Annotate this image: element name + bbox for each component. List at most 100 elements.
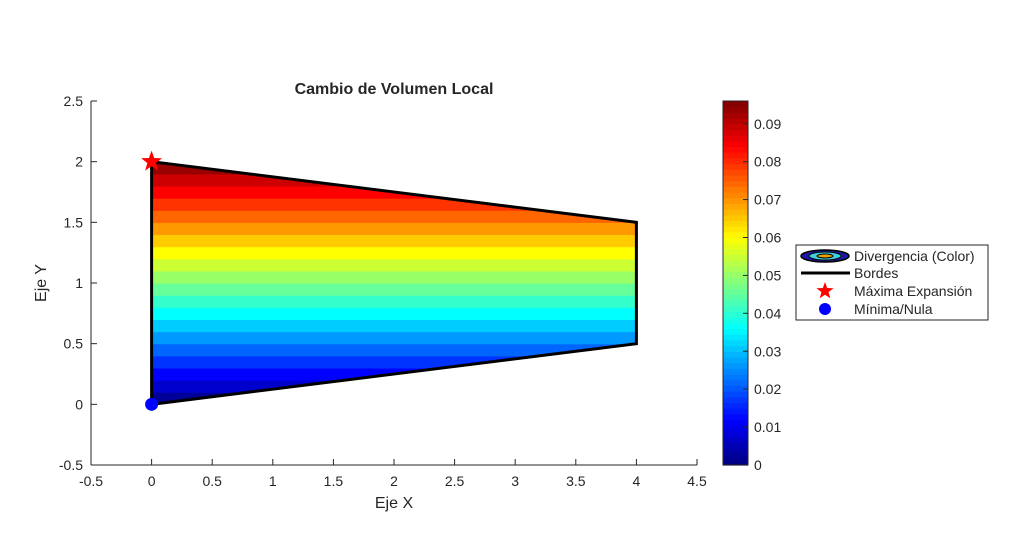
- colorbar-band: [723, 442, 748, 449]
- chart-title: Cambio de Volumen Local: [295, 81, 494, 98]
- colorbar-band: [723, 436, 748, 443]
- x-tick-label: 2.5: [445, 473, 465, 489]
- colorbar-band: [723, 180, 748, 187]
- contour-band: [151, 331, 637, 345]
- colorbar-band: [723, 311, 748, 318]
- x-tick-label: 3: [511, 473, 519, 489]
- colorbar-band: [723, 391, 748, 398]
- colorbar-band: [723, 152, 748, 159]
- colorbar-band: [723, 459, 748, 466]
- marker-layer: [141, 150, 163, 411]
- legend-entry-divergence: Divergencia (Color): [800, 248, 975, 264]
- x-tick-label: 0: [148, 473, 156, 489]
- colorbar-tick-label: 0.03: [754, 343, 781, 359]
- colorbar-band: [723, 169, 748, 176]
- colorbar-bands: [723, 101, 748, 466]
- x-tick-label: 2: [390, 473, 398, 489]
- colorbar-band: [723, 328, 748, 335]
- colorbar-tick-label: 0.07: [754, 192, 781, 208]
- colorbar-band: [723, 231, 748, 239]
- y-tick-label: 0: [75, 396, 83, 412]
- y-tick-label: 1: [75, 275, 83, 291]
- colorbar-tick-label: 0.04: [754, 305, 781, 321]
- legend-label-maxima: Máxima Expansión: [854, 283, 972, 299]
- colorbar-tick-label: 0.09: [754, 116, 781, 132]
- colorbar-band: [723, 237, 748, 244]
- colorbar-band: [723, 419, 748, 426]
- y-tick-label: 2: [75, 154, 83, 170]
- boundary-layer: [150, 159, 638, 406]
- y-tick-label: 2.5: [64, 93, 84, 109]
- contour-band: [151, 246, 637, 260]
- axes: -0.5 0 0.5 1 1.5 2 2.5 3 3.5 4 4.5 -0.5 0 0.5 1 1.5 2 2.…: [59, 93, 707, 489]
- colorbar-band: [723, 374, 748, 381]
- x-tick-label: 3.5: [566, 473, 586, 489]
- x-tick-label: 4: [633, 473, 641, 489]
- colorbar-band: [723, 214, 748, 222]
- colorbar-band: [723, 345, 748, 352]
- divergence-contour-fill: [151, 161, 637, 405]
- contour-band: [151, 234, 637, 248]
- legend-label-bordes: Bordes: [854, 265, 898, 281]
- colorbar-band: [723, 265, 748, 273]
- colorbar-band: [723, 300, 748, 307]
- colorbar-band: [723, 157, 748, 165]
- colorbar-band: [723, 260, 748, 267]
- x-axis-ticks: -0.5 0 0.5 1 1.5 2 2.5 3 3.5 4 4.5: [79, 459, 707, 489]
- colorbar-band: [723, 220, 748, 227]
- colorbar-band: [723, 402, 748, 409]
- contour-band: [151, 319, 637, 333]
- x-tick-label: 1: [269, 473, 277, 489]
- colorbar-band: [723, 203, 748, 210]
- x-axis-label: Eje X: [375, 495, 414, 512]
- colorbar-tick-label: 0.05: [754, 267, 781, 283]
- colorbar-band: [723, 408, 748, 415]
- contour-band: [151, 380, 637, 393]
- colorbar-band: [723, 283, 748, 290]
- legend-entry-bordes: Bordes: [801, 265, 898, 281]
- colorbar-band: [723, 362, 748, 369]
- colorbar-frame: [722, 100, 749, 466]
- colorbar-band: [723, 186, 748, 193]
- contour-band: [151, 258, 637, 272]
- contour-band: [151, 210, 637, 223]
- colorbar-band: [723, 106, 748, 113]
- colorbar-tick-label: 0.01: [754, 419, 781, 435]
- colorbar-tick-label: 0.08: [754, 154, 781, 170]
- contour-band: [151, 307, 637, 320]
- x-tick-label: 0.5: [202, 473, 222, 489]
- colorbar-band: [723, 356, 748, 364]
- y-tick-label: -0.5: [59, 457, 83, 473]
- legend: Divergencia (Color) Bordes Máxima Expans…: [795, 244, 989, 321]
- contour-band: [151, 295, 637, 308]
- colorbar-band: [723, 271, 748, 278]
- colorbar-band: [723, 197, 748, 204]
- colorbar-band: [723, 334, 748, 341]
- colorbar-band: [723, 254, 748, 261]
- x-tick-label: 4.5: [687, 473, 707, 489]
- y-axis-label: Eje Y: [33, 264, 50, 302]
- colorbar-band: [723, 146, 748, 153]
- legend-entry-min: Mínima/Nula: [819, 301, 933, 317]
- x-tick-label: -0.5: [79, 473, 103, 489]
- colorbar-band: [723, 135, 748, 142]
- colorbar-tick-label: 0: [754, 457, 762, 473]
- x-tick-label: 1.5: [324, 473, 344, 489]
- colorbar-band: [723, 413, 748, 421]
- colorbar-tick-label: 0.06: [754, 230, 781, 246]
- colorbar: 0 0.01 0.02 0.03 0.04 0.05 0.06 0.07 0.08 0.09: [722, 100, 781, 473]
- legend-label-minima: Mínima/Nula: [854, 301, 933, 317]
- circle-icon: [819, 303, 831, 315]
- contour-band: [151, 355, 637, 369]
- colorbar-band: [723, 101, 748, 108]
- colorbar-band: [723, 379, 748, 386]
- contour-band: [151, 198, 637, 211]
- legend-label-divergence: Divergencia (Color): [854, 248, 975, 264]
- colorbar-band: [723, 305, 748, 313]
- contour-band: [151, 222, 637, 236]
- contour-band: [151, 161, 637, 175]
- min-null-marker: [145, 397, 159, 411]
- colorbar-band: [723, 112, 748, 119]
- contour-band: [151, 270, 637, 284]
